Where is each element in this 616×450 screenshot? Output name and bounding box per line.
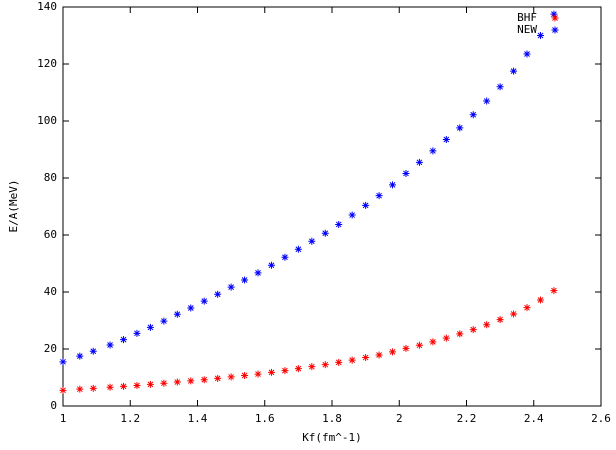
point [335,220,343,228]
point [241,276,249,284]
point [173,310,181,318]
point [76,352,84,360]
point [523,50,531,58]
point [89,384,97,392]
point [402,169,410,177]
point [254,370,262,378]
point [308,237,316,245]
point [429,147,437,155]
point [510,67,518,75]
point [321,229,329,237]
point [536,32,544,39]
point [550,10,558,18]
point [523,304,531,312]
legend-marker [551,26,559,34]
point [120,382,128,390]
y-tick-label: 0 [50,399,57,412]
point [254,269,262,277]
point [241,372,249,380]
point [106,341,114,349]
point [348,356,356,364]
y-tick-label: 100 [37,114,57,127]
point [120,336,128,344]
point [281,253,289,261]
point [214,374,222,382]
x-tick-label: 1.8 [322,412,342,425]
point [308,363,316,371]
point [483,97,491,105]
point [375,192,383,200]
point [281,367,289,375]
point [456,124,464,132]
y-tick-label: 120 [37,57,57,70]
x-tick-label: 2.6 [591,412,611,425]
point [76,385,84,393]
point [294,365,302,373]
point [335,358,343,366]
point [456,330,464,338]
point [510,310,518,318]
point [227,283,235,291]
point [469,326,477,334]
point [200,297,208,305]
point [173,378,181,386]
point [402,344,410,352]
point [550,287,558,295]
x-tick-label: 2 [396,412,403,425]
point [536,296,544,304]
point [321,361,329,369]
point [160,379,168,387]
point [496,83,504,91]
point [187,304,195,312]
x-tick-label: 1.2 [120,412,140,425]
point [200,376,208,384]
point [348,211,356,219]
point [89,347,97,355]
point [362,354,370,362]
legend-label: BHF [517,11,537,24]
y-tick-label: 140 [37,0,57,13]
x-tick-label: 1.4 [188,412,208,425]
y-tick-label: 80 [44,171,57,184]
x-tick-label: 2.2 [457,412,477,425]
legend-label: NEW [517,23,537,36]
point [442,136,450,144]
point [214,290,222,298]
x-tick-label: 1.6 [255,412,275,425]
point [389,348,397,356]
point [496,316,504,324]
x-tick-label: 2.4 [524,412,544,425]
point [483,321,491,329]
point [415,341,423,349]
y-axis-label: E/A(MeV) [7,180,20,233]
point [187,377,195,385]
point [429,338,437,346]
plot-border [62,6,602,407]
point [375,351,383,359]
y-tick-label: 60 [44,228,57,241]
point [389,181,397,189]
point [415,158,423,166]
point [227,373,235,381]
y-tick-label: 20 [44,342,57,355]
point [267,261,275,269]
point [294,245,302,253]
point [133,381,141,389]
point [106,383,114,391]
point [146,380,154,388]
y-tick-label: 40 [44,285,57,298]
point [469,111,477,119]
x-tick-label: 1 [60,412,67,425]
point [146,323,154,331]
point [59,386,67,394]
point [59,358,67,366]
point [267,368,275,376]
x-axis-label: Kf(fm^-1) [302,431,362,444]
point [160,317,168,325]
point [362,201,370,209]
legend-marker [551,14,559,22]
point [442,334,450,342]
point [133,329,141,337]
